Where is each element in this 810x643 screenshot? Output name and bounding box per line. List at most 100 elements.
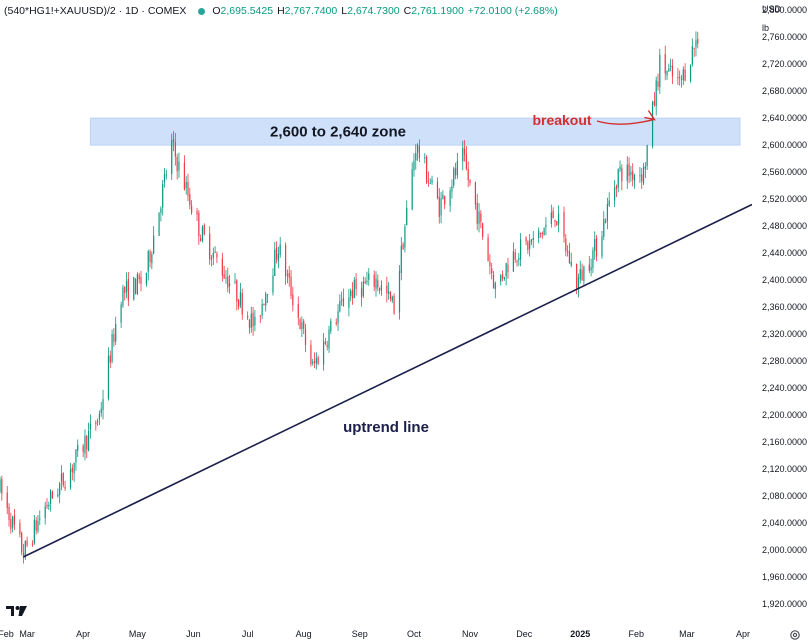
candle-body xyxy=(149,251,151,262)
gear-icon[interactable] xyxy=(789,629,801,641)
candle-body xyxy=(594,239,596,251)
x-tick-label: Jun xyxy=(186,629,201,639)
x-tick-label: Nov xyxy=(462,629,479,639)
candle xyxy=(695,31,697,57)
candle xyxy=(657,73,659,91)
candle-body xyxy=(691,46,693,65)
candle xyxy=(550,204,552,228)
uptrend-line[interactable] xyxy=(23,203,753,558)
candle-body xyxy=(619,166,621,170)
candle xyxy=(248,318,251,334)
candle-body xyxy=(57,494,59,497)
candle-body xyxy=(366,280,368,283)
candle-body xyxy=(234,281,236,283)
candle xyxy=(379,287,381,294)
candle-body xyxy=(124,286,126,294)
candle-body xyxy=(8,506,10,520)
candle xyxy=(355,273,357,296)
candle xyxy=(530,239,533,246)
candle-body xyxy=(545,224,547,228)
candle-body xyxy=(326,345,328,347)
candle-body xyxy=(576,263,578,291)
price-axis[interactable]: 2,800.0000 2,760.0000 2,720.0000 2,680.0000… xyxy=(752,0,810,643)
candle-body xyxy=(590,267,592,271)
candle xyxy=(680,74,683,88)
candle xyxy=(84,429,86,461)
candle-body xyxy=(567,251,569,253)
candle xyxy=(275,241,278,264)
candle-body xyxy=(679,77,681,79)
candle xyxy=(684,63,686,82)
candle xyxy=(201,225,204,243)
candle xyxy=(541,231,543,239)
candle xyxy=(525,236,527,246)
candle xyxy=(520,233,522,267)
candle-body xyxy=(328,329,330,349)
y-tick-label: 2,160.0000 xyxy=(762,437,807,447)
candle-body xyxy=(659,54,661,88)
candle-body xyxy=(107,355,110,399)
candle xyxy=(512,242,514,273)
candle xyxy=(64,480,66,491)
candle-body xyxy=(404,226,406,248)
candle-body xyxy=(209,233,211,260)
candle xyxy=(595,235,598,262)
candle xyxy=(608,192,610,207)
candle-body xyxy=(539,232,542,234)
candle-body xyxy=(398,271,401,313)
candle-body xyxy=(200,238,202,242)
candle xyxy=(462,140,464,171)
candle-body xyxy=(666,70,668,76)
legend-header: (540*HG1!+XAUUSD)/2 · 1D · COMEX O 2,695… xyxy=(4,3,562,19)
candle-body xyxy=(35,520,37,531)
y-tick-label: 2,720.0000 xyxy=(762,59,807,69)
candle xyxy=(604,218,607,224)
candle xyxy=(668,63,670,72)
candle-body xyxy=(436,181,439,199)
candle-body xyxy=(324,341,326,345)
candle xyxy=(671,59,674,85)
candle-body xyxy=(158,212,160,236)
candle xyxy=(350,288,352,302)
y-tick-label: 1,960.0000 xyxy=(762,572,807,582)
zone-label: 2,600 to 2,640 zone xyxy=(270,124,406,141)
y-tick-label: 2,000.0000 xyxy=(762,545,807,555)
candle-body xyxy=(487,237,489,262)
candle xyxy=(312,358,314,366)
tradingview-logo-icon[interactable] xyxy=(6,604,28,618)
candle-body xyxy=(615,185,618,189)
candle-body xyxy=(59,483,61,495)
candle xyxy=(341,291,343,306)
x-tick-label: Feb xyxy=(0,629,14,639)
y-tick-label: 2,400.0000 xyxy=(762,275,807,285)
time-axis[interactable]: Feb Mar Apr May Jun Jul Aug Sep Oct Nov Dec 2025 Feb… xyxy=(0,629,750,639)
candle xyxy=(176,153,178,180)
candle xyxy=(406,200,408,226)
candle-body xyxy=(505,263,507,277)
candle-body xyxy=(51,491,54,499)
candle-body xyxy=(317,357,319,364)
candle xyxy=(160,206,162,222)
candle-body xyxy=(151,253,153,264)
candle xyxy=(644,162,646,179)
candle xyxy=(10,512,12,534)
candle-body xyxy=(689,64,692,81)
candle-body xyxy=(212,253,214,258)
y-tick-label: 2,280.0000 xyxy=(762,356,807,366)
candle xyxy=(297,296,299,326)
candle xyxy=(491,262,493,280)
candle xyxy=(592,247,594,274)
candle xyxy=(543,227,545,236)
candle-body xyxy=(252,312,254,327)
symbol-title[interactable]: (540*HG1!+XAUUSD)/2 · 1D · COMEX xyxy=(4,5,187,17)
candle xyxy=(138,272,140,284)
candle xyxy=(388,282,390,300)
candle xyxy=(328,325,330,353)
x-tick-label: Dec xyxy=(516,629,533,639)
candle-body xyxy=(109,355,111,363)
candle xyxy=(120,301,122,328)
candle xyxy=(6,486,8,515)
candle xyxy=(557,205,560,233)
